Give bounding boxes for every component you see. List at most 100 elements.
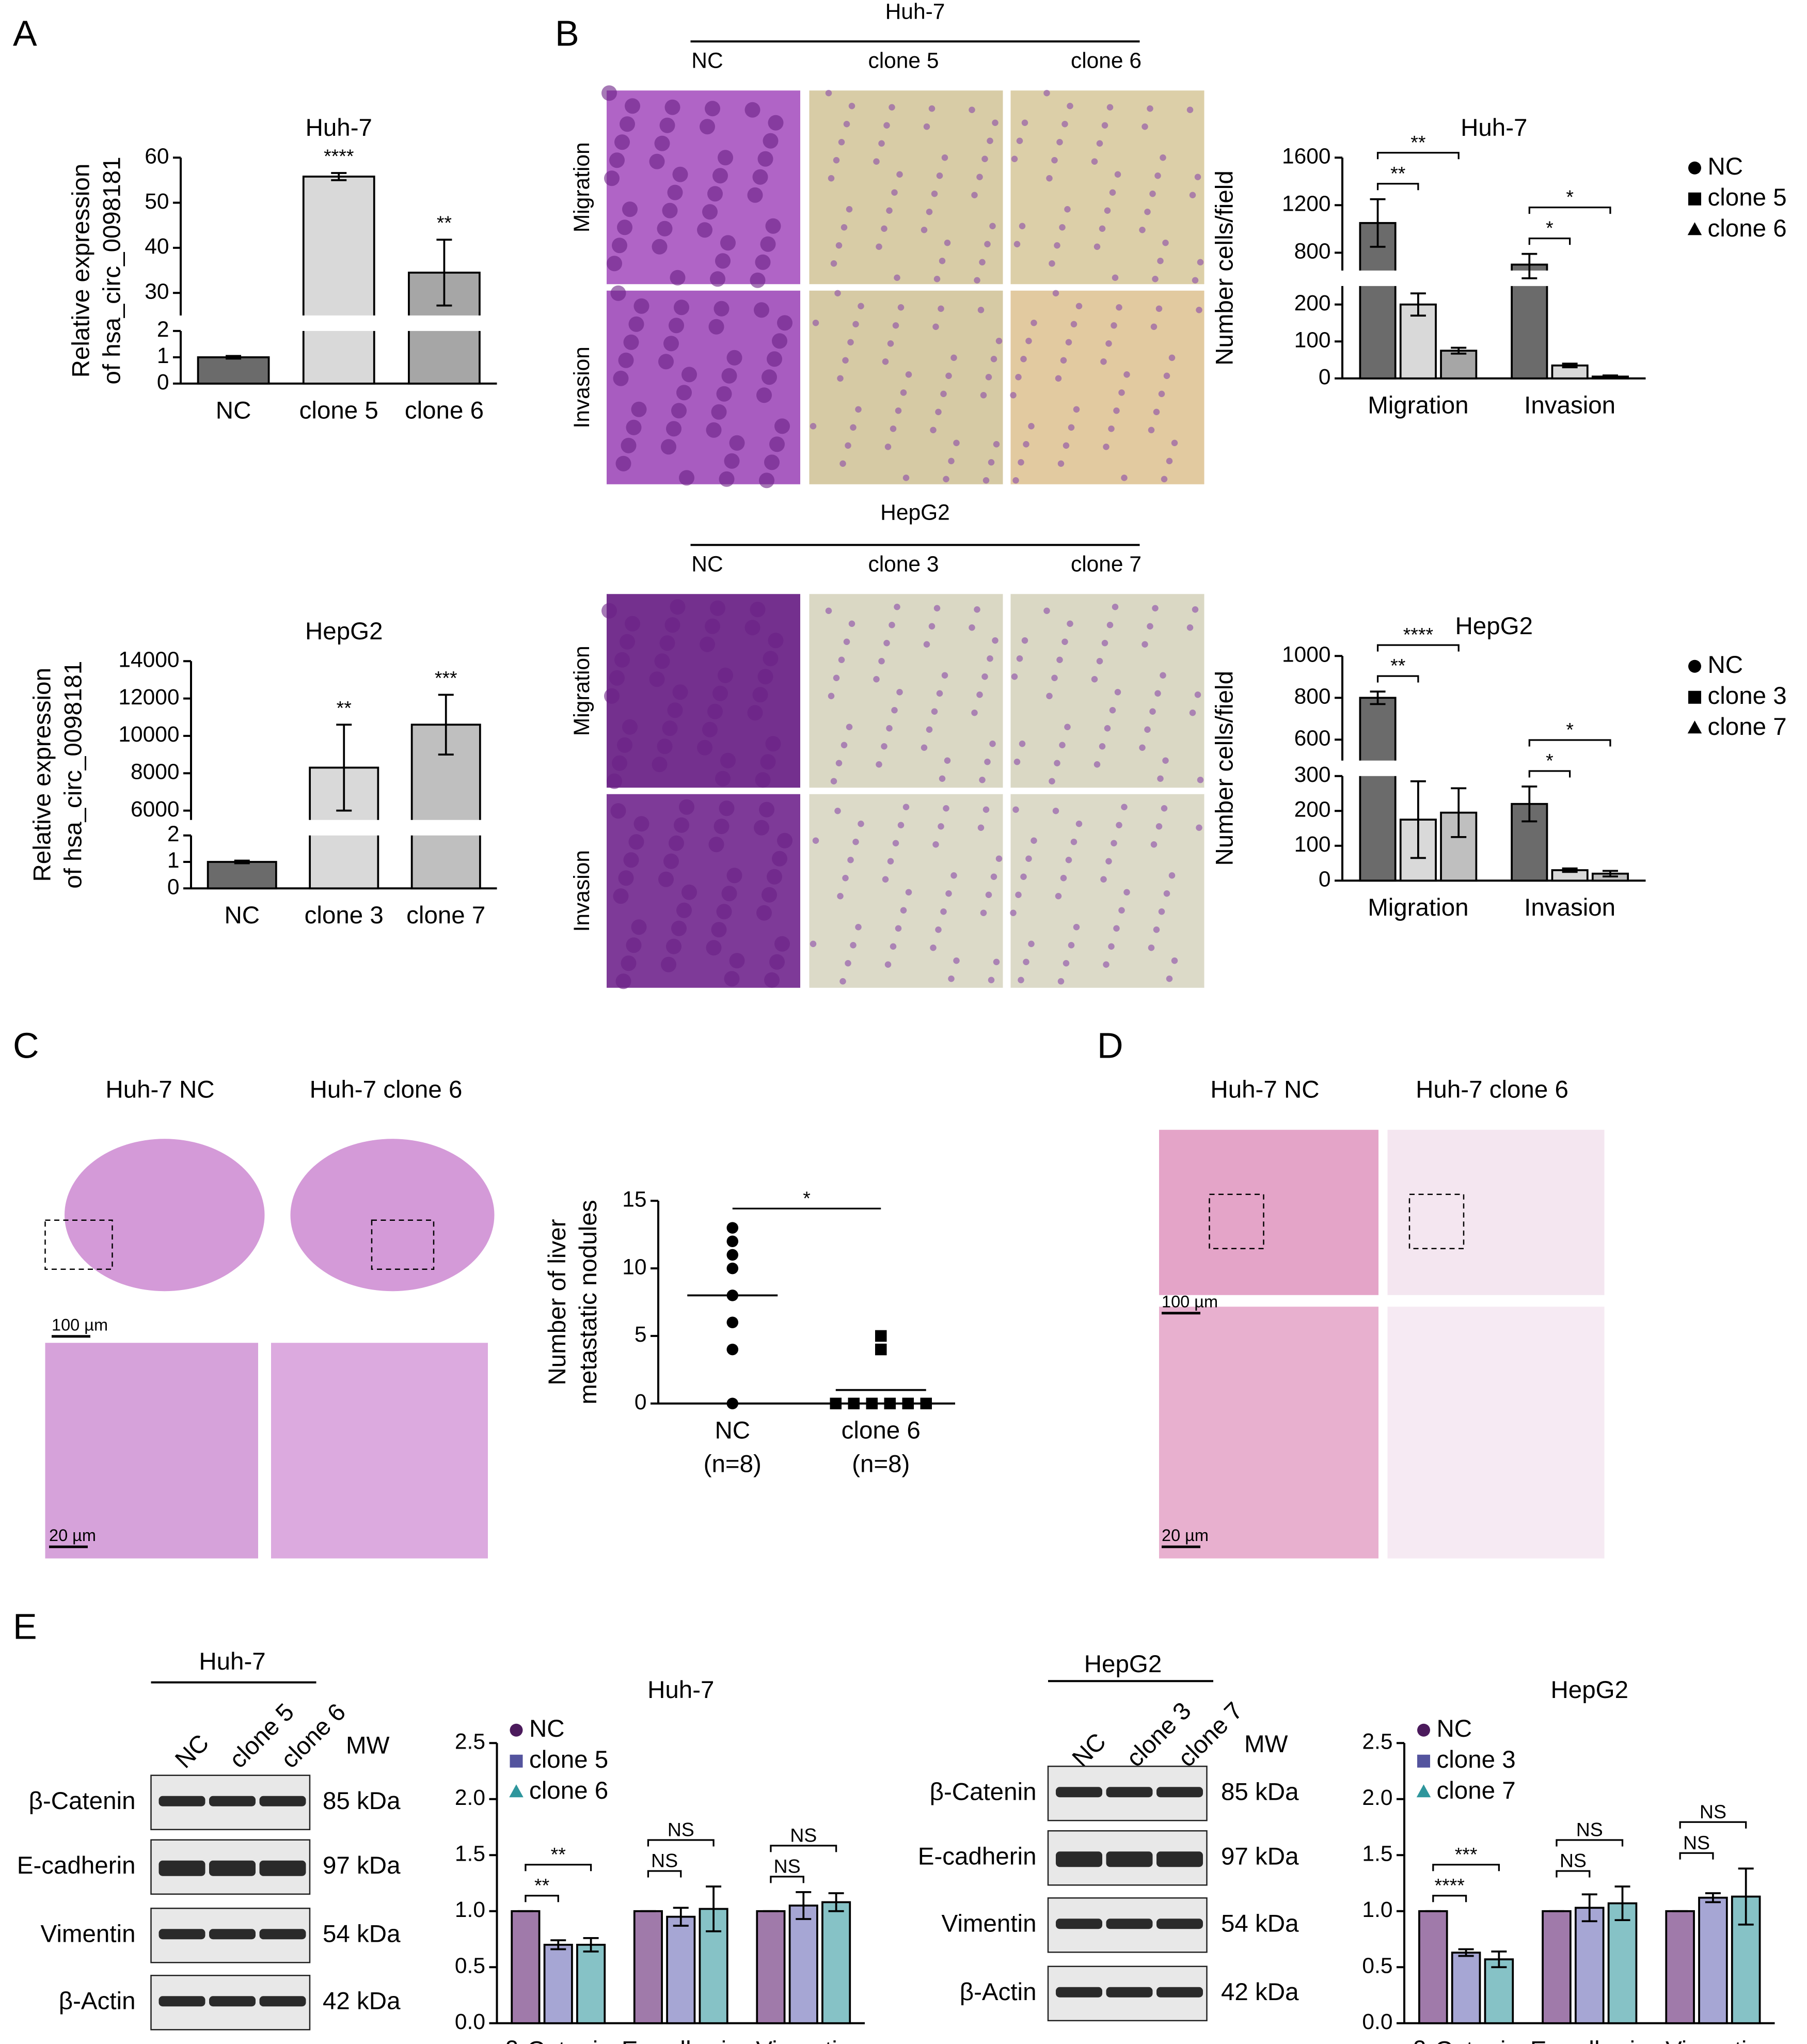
cell-stain xyxy=(777,315,792,331)
cell-stain xyxy=(1196,824,1202,831)
cell-stain xyxy=(876,243,882,250)
cell-stain xyxy=(830,260,837,267)
legend-marker xyxy=(1687,222,1702,235)
cell-stain xyxy=(774,936,790,952)
significance-bracket xyxy=(647,1870,682,1878)
cell-stain xyxy=(679,470,694,486)
cell-stain xyxy=(1096,658,1103,665)
weight-label: 42 kDa xyxy=(323,1987,401,2015)
row-label: Invasion xyxy=(570,850,594,932)
cell-stain xyxy=(747,187,763,203)
cell-stain xyxy=(721,368,737,384)
bar xyxy=(1359,222,1397,380)
cell-stain xyxy=(614,134,630,150)
cell-stain xyxy=(987,137,993,144)
cell-stain xyxy=(620,634,635,650)
cell-stain xyxy=(830,778,837,784)
bar xyxy=(511,1910,541,2024)
data-point xyxy=(920,1397,932,1409)
micrograph xyxy=(271,1343,488,1559)
x-tick-label: clone 7 xyxy=(406,902,485,929)
cell-stain xyxy=(601,603,617,619)
blot-band xyxy=(209,1929,256,1940)
cell-stain xyxy=(812,837,819,844)
error-bar xyxy=(828,1892,844,1912)
cell-stain xyxy=(1063,442,1070,449)
significance-bracket xyxy=(1528,770,1571,778)
cell-stain xyxy=(1073,924,1080,931)
cell-stain xyxy=(654,135,670,151)
cell-stain xyxy=(834,290,841,296)
cell-stain xyxy=(705,101,720,117)
cell-stain xyxy=(671,920,687,936)
cell-stain xyxy=(1108,426,1115,432)
cell-stain xyxy=(882,358,889,365)
x-tick-label: Invasion xyxy=(1524,391,1615,419)
cell-stain xyxy=(993,958,1000,965)
cell-stain xyxy=(609,670,625,686)
cell-stain xyxy=(979,259,986,265)
cell-stain xyxy=(923,641,930,648)
legend-marker xyxy=(1688,690,1701,704)
significance-bracket xyxy=(647,1839,715,1847)
column-label: Huh-7 NC xyxy=(105,1076,214,1103)
cell-stain xyxy=(715,771,731,787)
cell-stain xyxy=(762,369,777,385)
data-point xyxy=(866,1397,878,1409)
cell-stain xyxy=(615,973,631,989)
cell-stain xyxy=(1020,873,1027,880)
legend-marker xyxy=(1416,1784,1431,1798)
cell-stain xyxy=(1150,841,1158,848)
cell-stain xyxy=(981,673,988,680)
cell-stain xyxy=(604,170,620,186)
significance: * xyxy=(1546,750,1554,772)
cell-stain xyxy=(710,271,725,287)
significance: NS xyxy=(1700,1801,1726,1822)
significance: **** xyxy=(1435,1874,1465,1896)
y-tick-label: 300 xyxy=(1294,763,1331,787)
cell-stain xyxy=(838,656,845,663)
mw-header: MW xyxy=(346,1732,390,1759)
cell-stain xyxy=(1158,908,1165,915)
cell-stain xyxy=(1139,744,1146,751)
significance: ** xyxy=(1390,655,1405,677)
cell-stain xyxy=(941,154,948,161)
cell-stain xyxy=(1144,209,1151,215)
cell-stain xyxy=(1153,408,1160,415)
cell-stain xyxy=(1019,223,1026,229)
significance: * xyxy=(1566,186,1574,208)
zoom-box xyxy=(44,1219,113,1270)
blot-band xyxy=(1106,1787,1153,1798)
cell-stain xyxy=(905,889,912,895)
cell-stain xyxy=(900,389,907,396)
error-bar xyxy=(1410,780,1426,859)
cell-stain xyxy=(1015,374,1022,381)
cell-stain xyxy=(933,605,941,611)
error-bar xyxy=(550,1939,566,1951)
significance-bracket xyxy=(1432,1864,1500,1872)
significance-bracket xyxy=(1556,1870,1591,1878)
cell-stain xyxy=(1171,439,1178,446)
blot-band xyxy=(1056,1851,1102,1867)
protein-label: β-Catenin xyxy=(29,1787,136,1815)
cell-stain xyxy=(1065,857,1072,863)
error-bar xyxy=(1521,253,1537,279)
y-tick-label: 1 xyxy=(167,848,180,873)
data-point xyxy=(726,1343,738,1356)
cell-stain xyxy=(612,755,627,771)
cell-stain xyxy=(944,757,951,764)
error-bar xyxy=(1562,363,1578,369)
cell-stain xyxy=(1153,926,1160,933)
cell-stain xyxy=(1020,356,1027,363)
cell-stain xyxy=(1154,690,1161,697)
cell-stain xyxy=(938,305,944,312)
cell-stain xyxy=(887,340,894,347)
column-label: clone 6 xyxy=(1071,49,1142,73)
error-bar xyxy=(331,172,347,181)
micrograph xyxy=(1159,1307,1378,1559)
cell-stain xyxy=(833,674,840,681)
y-tick-label: 1 xyxy=(157,344,169,368)
cell-stain xyxy=(1099,743,1106,750)
cell-stain xyxy=(1023,441,1029,448)
cell-stain xyxy=(837,893,844,900)
